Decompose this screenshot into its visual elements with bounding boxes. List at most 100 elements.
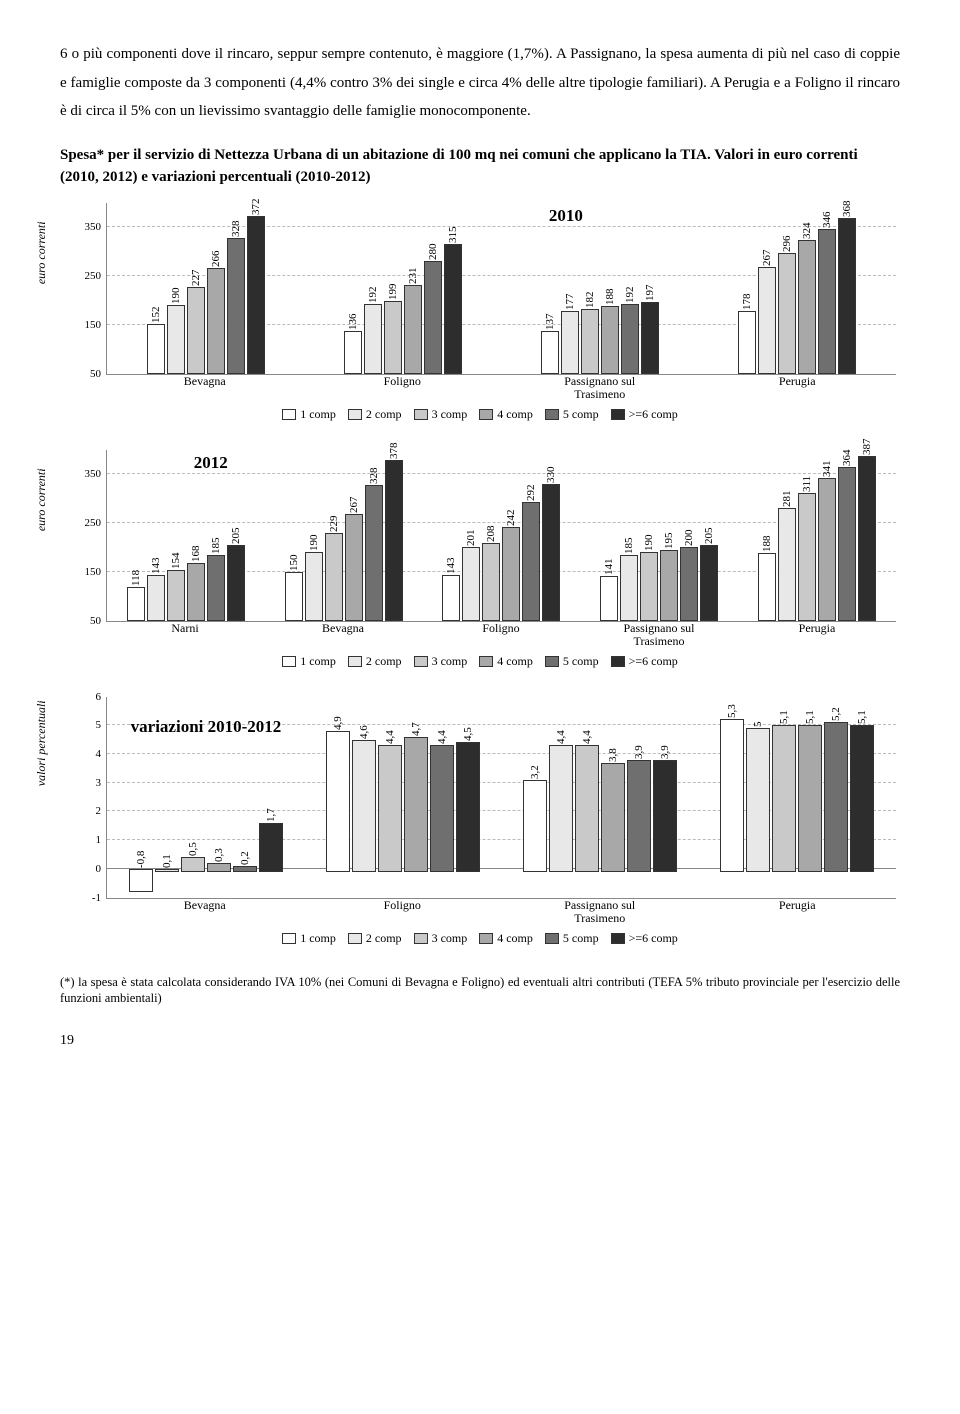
bar: 3,9: [627, 760, 651, 872]
bar: 5: [746, 728, 770, 872]
bar-value-label: 231: [407, 268, 419, 285]
legend-swatch: [348, 409, 362, 420]
bar-group: 136192199231280315: [304, 203, 501, 374]
bar-value-label: 267: [348, 497, 360, 514]
x-labels-row: NarniBevagnaFolignoPassignano sulTrasime…: [106, 622, 896, 650]
bar-groups: 1521902272663283721361921992312803151371…: [107, 203, 896, 374]
bar-value-label: 201: [465, 529, 477, 546]
bar: 152: [147, 324, 165, 374]
bar: 4,5: [456, 742, 480, 871]
legend-swatch: [611, 409, 625, 420]
bar-value-label: 178: [741, 293, 753, 310]
bar-value-label: 5,1: [804, 710, 816, 724]
bar-value-label: 4,6: [358, 725, 370, 739]
bar-value-label: 0,5: [187, 843, 199, 857]
y-tick: 150: [85, 319, 108, 331]
bar: 5,3: [720, 719, 744, 871]
bar-value-label: 190: [308, 535, 320, 552]
bar: 281: [778, 508, 796, 621]
bar: 154: [167, 570, 185, 621]
bar: 324: [798, 240, 816, 374]
legend-label: 3 comp: [432, 407, 468, 422]
bar-value-label: 150: [288, 554, 300, 571]
bar: 185: [207, 555, 225, 621]
bar: 267: [345, 514, 363, 620]
bar-value-label: 3,9: [633, 745, 645, 759]
chart-title: variazioni 2010-2012: [131, 717, 282, 737]
chart-2012-legend: 1 comp2 comp3 comp4 comp5 comp>=6 comp: [60, 654, 900, 671]
legend-swatch: [611, 933, 625, 944]
legend-label: 1 comp: [300, 931, 336, 946]
legend-label: 3 comp: [432, 931, 468, 946]
x-label: Narni: [106, 622, 264, 650]
y-tick: 350: [85, 221, 108, 233]
bar-group: 188281311341364387: [738, 450, 896, 621]
y-tick: 2: [96, 805, 108, 817]
bar: 188: [601, 306, 619, 373]
bar-value-label: 5,1: [778, 710, 790, 724]
bar-value-label: 5,2: [830, 708, 842, 722]
bar-value-label: 185: [623, 537, 635, 554]
bar: 192: [364, 304, 382, 373]
legend-swatch: [282, 656, 296, 667]
legend-label: 1 comp: [300, 654, 336, 669]
bar: 190: [640, 552, 658, 620]
bar: 136: [344, 331, 362, 373]
bar-value-label: 4,7: [410, 722, 422, 736]
bar-value-label: 315: [447, 227, 459, 244]
bar: 0,5: [181, 857, 205, 871]
bar: 5,1: [798, 725, 822, 871]
bar-value-label: 280: [427, 244, 439, 261]
bar-value-label: 368: [841, 201, 853, 218]
y-tick: 250: [85, 270, 108, 282]
bar: 205: [700, 545, 718, 621]
legend-label: 4 comp: [497, 654, 533, 669]
bar: 231: [404, 285, 422, 373]
y-axis-label: valori percentuali: [34, 700, 49, 786]
x-labels-row: BevagnaFolignoPassignano sulTrasimenoPer…: [106, 375, 896, 403]
x-label: Perugia: [699, 899, 897, 927]
x-label: Perugia: [738, 622, 896, 650]
bar-value-label: 281: [781, 490, 793, 507]
legend-label: 2 comp: [366, 931, 402, 946]
bar: 0,1: [155, 869, 179, 872]
legend-item: 5 comp: [545, 931, 599, 946]
x-label: Passignano sulTrasimeno: [501, 899, 699, 927]
legend-swatch: [611, 656, 625, 667]
legend-item: 2 comp: [348, 931, 402, 946]
legend-swatch: [414, 933, 428, 944]
bar: 242: [502, 527, 520, 621]
bar-value-label: 152: [150, 306, 162, 323]
x-label: Foligno: [304, 375, 502, 403]
y-tick: -1: [92, 892, 107, 904]
bar: 150: [285, 572, 303, 621]
bar-group: 118143154168185205: [107, 450, 265, 621]
bar: 364: [838, 467, 856, 620]
bar-value-label: 141: [603, 559, 615, 576]
bar-value-label: 205: [230, 527, 242, 544]
bar: 141: [600, 576, 618, 620]
legend-item: >=6 comp: [611, 654, 678, 669]
bar-value-label: 192: [624, 287, 636, 304]
bar-value-label: 4,4: [436, 731, 448, 745]
bar-value-label: 242: [505, 509, 517, 526]
bar: 1,7: [259, 823, 283, 872]
bar-value-label: 4,4: [581, 731, 593, 745]
x-label: Bevagna: [264, 622, 422, 650]
bar: 266: [207, 268, 225, 374]
bar-value-label: 292: [525, 485, 537, 502]
bar-value-label: 192: [367, 287, 379, 304]
bar: 3,9: [653, 760, 677, 872]
bar-value-label: 4,4: [384, 731, 396, 745]
bar-value-label: 195: [663, 532, 675, 549]
bar: 143: [147, 575, 165, 620]
legend-item: 1 comp: [282, 407, 336, 422]
bar-value-label: 190: [170, 288, 182, 305]
bar-value-label: 296: [781, 236, 793, 253]
bar: 267: [758, 267, 776, 373]
chart-title: 2010: [549, 206, 583, 226]
bar-value-label: 190: [643, 535, 655, 552]
legend-item: 1 comp: [282, 654, 336, 669]
chart-2012: euro correnti501502503501181431541681852…: [60, 450, 900, 650]
bar: 190: [167, 305, 185, 373]
